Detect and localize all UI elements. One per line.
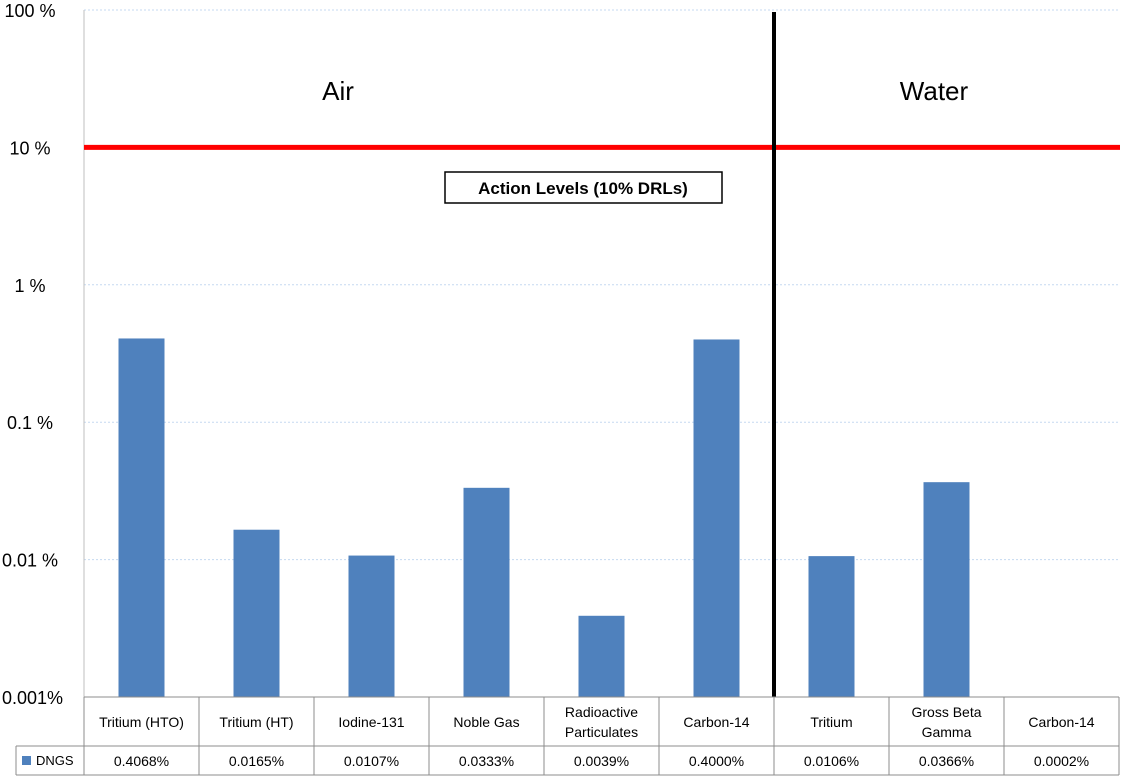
category-label: Radioactive: [565, 704, 638, 720]
y-tick-label: 10 %: [9, 138, 50, 158]
value-label: 0.0107%: [344, 753, 399, 769]
group-label-water: Water: [900, 76, 969, 106]
category-label: Noble Gas: [453, 714, 519, 730]
bar: [808, 556, 855, 697]
category-label: Tritium (HT): [219, 714, 293, 730]
value-label: 0.4000%: [689, 753, 744, 769]
category-label: Carbon-14: [683, 714, 749, 730]
bar: [463, 487, 510, 697]
category-label: Tritium: [810, 714, 852, 730]
y-tick-label: 0.01 %: [2, 551, 58, 571]
value-label: 0.0165%: [229, 753, 284, 769]
legend-swatch: [22, 756, 31, 765]
value-label: 0.0106%: [804, 753, 859, 769]
value-label: 0.0333%: [459, 753, 514, 769]
y-axis-ticks: 100 % 10 % 1 % 0.1 % 0.01 % 0.001%: [2, 1, 63, 708]
y-tick-label: 100 %: [4, 1, 55, 21]
group-label-air: Air: [322, 76, 354, 106]
value-label: 0.0039%: [574, 753, 629, 769]
category-label: Iodine-131: [338, 714, 404, 730]
y-tick-label: 0.1 %: [7, 413, 53, 433]
annotation-box: [444, 171, 723, 204]
bar: [578, 615, 625, 697]
bar: [233, 529, 280, 697]
bar: [923, 482, 970, 697]
bar: [118, 338, 165, 697]
legend-label: DNGS: [36, 753, 74, 768]
bar: [348, 555, 395, 697]
value-label: 0.4068%: [114, 753, 169, 769]
category-label: Gamma: [922, 724, 972, 740]
value-label: 0.0002%: [1034, 753, 1089, 769]
bars: [118, 338, 970, 697]
value-label: 0.0366%: [919, 753, 974, 769]
category-label: Carbon-14: [1028, 714, 1094, 730]
annotation-text: Action Levels (10% DRLs): [478, 179, 688, 198]
bar: [693, 339, 740, 697]
category-label: Gross Beta: [911, 704, 981, 720]
y-tick-label: 1 %: [14, 276, 45, 296]
category-label: Tritium (HTO): [99, 714, 184, 730]
data-table: DNGS Tritium (HTO) 0.4068% Tritium (HT) 0.01…: [15, 696, 1120, 776]
category-label: Particulates: [565, 724, 638, 740]
y-tick-label: 0.001%: [2, 688, 63, 708]
